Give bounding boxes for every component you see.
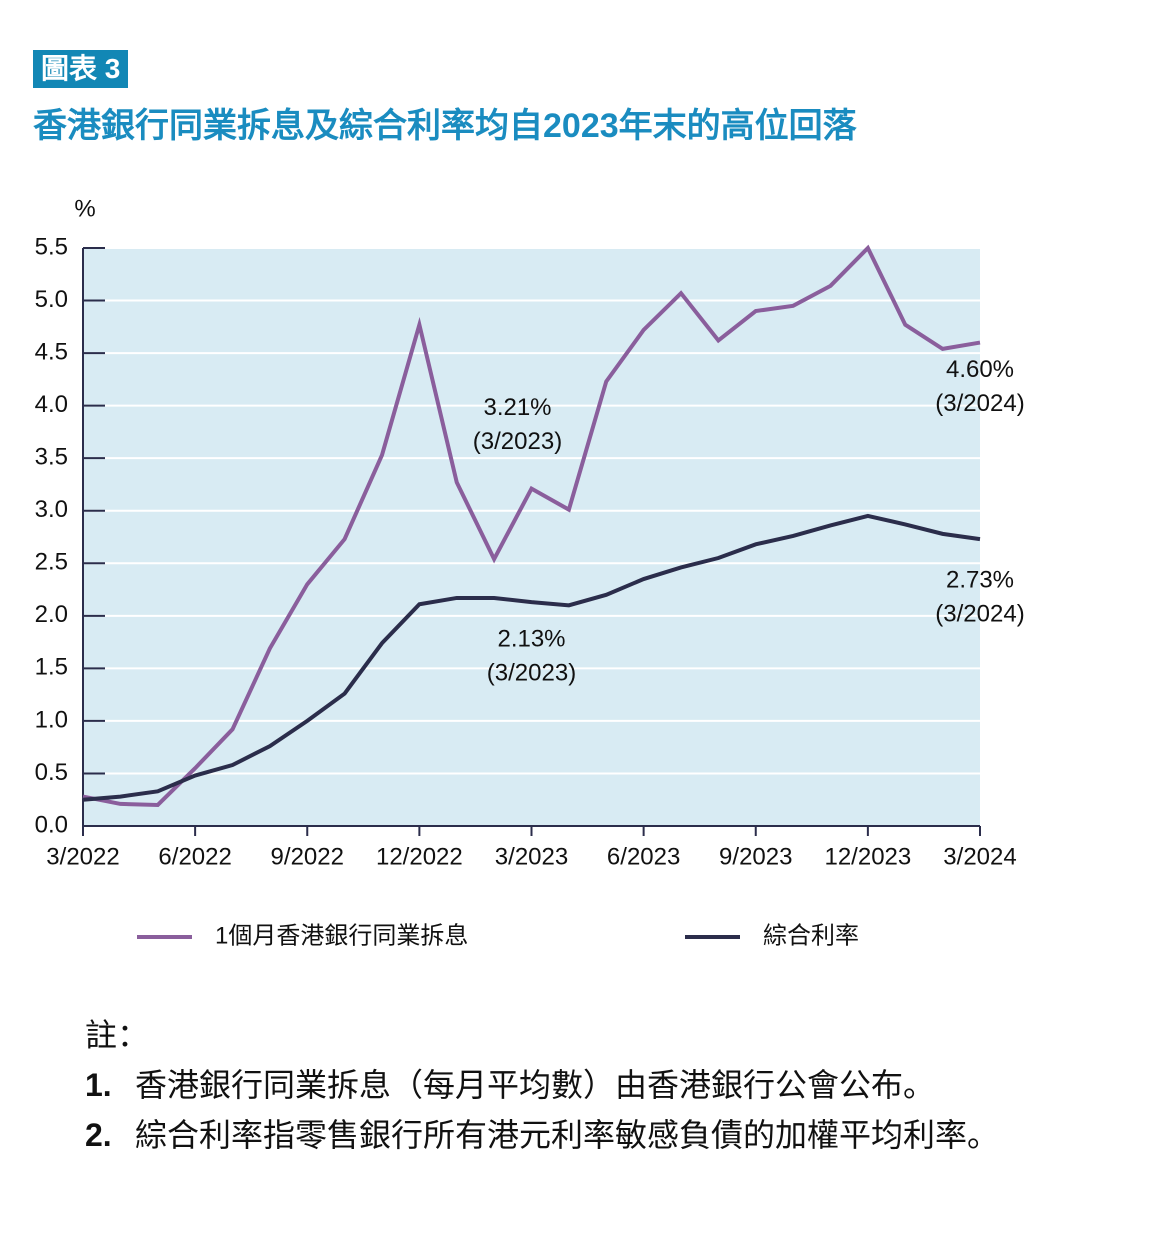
- y-tick-label: 2.0: [35, 601, 68, 628]
- legend-label: 綜合利率: [763, 922, 859, 949]
- note-text: 香港銀行同業拆息（每月平均數）由香港銀行公會公布。: [135, 1067, 936, 1103]
- y-tick-label: 5.5: [35, 233, 68, 260]
- notes-heading: 註：: [85, 1017, 150, 1053]
- x-tick-label: 6/2023: [607, 843, 680, 870]
- x-tick-label: 3/2024: [943, 843, 1016, 870]
- note-number: 1.: [85, 1067, 112, 1103]
- y-tick-label: 3.0: [35, 496, 68, 523]
- value-label-date: (3/2023): [487, 660, 576, 687]
- y-tick-label: 2.5: [35, 549, 68, 576]
- note: 1. 香港銀行同業拆息（每月平均數）由香港銀行公會公布。: [85, 1060, 1065, 1110]
- x-tick-label: 3/2022: [46, 843, 119, 870]
- chart-tag: 圖表 3: [33, 50, 129, 88]
- chart-title: 香港銀行同業拆息及綜合利率均自2023年末的高位回落: [33, 107, 857, 145]
- value-label: 2.73%: [946, 566, 1014, 593]
- y-tick-label: 5.0: [35, 286, 68, 313]
- y-tick-label: 0.5: [35, 759, 68, 786]
- value-label: 3.21%: [483, 394, 551, 421]
- y-tick-label: 1.5: [35, 654, 68, 681]
- y-axis-label: %: [74, 195, 95, 222]
- x-tick-label: 6/2022: [158, 843, 231, 870]
- x-tick-label: 12/2022: [376, 843, 463, 870]
- line: [82, 513, 981, 802]
- plot-area: [83, 248, 980, 826]
- chart: % 0.0 0.5 1.0 1.5 2.0 2.5 3.0 3.5 4.0 4.5 5.0 5.5 3/…: [35, 195, 1025, 949]
- value-label: 2.13%: [497, 626, 565, 653]
- x-tick-label: 12/2023: [824, 843, 911, 870]
- value-label-date: (3/2023): [473, 428, 562, 455]
- note: 2. 綜合利率指零售銀行所有港元利率敏感負債的加權平均利率。: [85, 1110, 1065, 1160]
- x-tick-label: 9/2022: [271, 843, 344, 870]
- y-tick-label: 1.0: [35, 706, 68, 733]
- note-text: 綜合利率指零售銀行所有港元利率敏感負債的加權平均利率。: [135, 1117, 1000, 1153]
- line: [82, 244, 981, 808]
- legend-label: 1個月香港銀行同業拆息: [215, 922, 468, 949]
- notes: 註： 1. 香港銀行同業拆息（每月平均數）由香港銀行公會公布。 2. 綜合利率指零售…: [85, 1010, 1065, 1160]
- y-tick-label: 3.5: [35, 444, 68, 471]
- x-tick-label: 9/2023: [719, 843, 792, 870]
- y-tick-label: 4.5: [35, 338, 68, 365]
- value-label: 4.60%: [946, 356, 1014, 383]
- note-number: 2.: [85, 1117, 112, 1153]
- value-label-date: (3/2024): [935, 600, 1024, 627]
- x-tick-label: 3/2023: [495, 843, 568, 870]
- y-tick-label: 4.0: [35, 391, 68, 418]
- y-tick-label: 0.0: [35, 811, 68, 838]
- value-label-date: (3/2024): [935, 390, 1024, 417]
